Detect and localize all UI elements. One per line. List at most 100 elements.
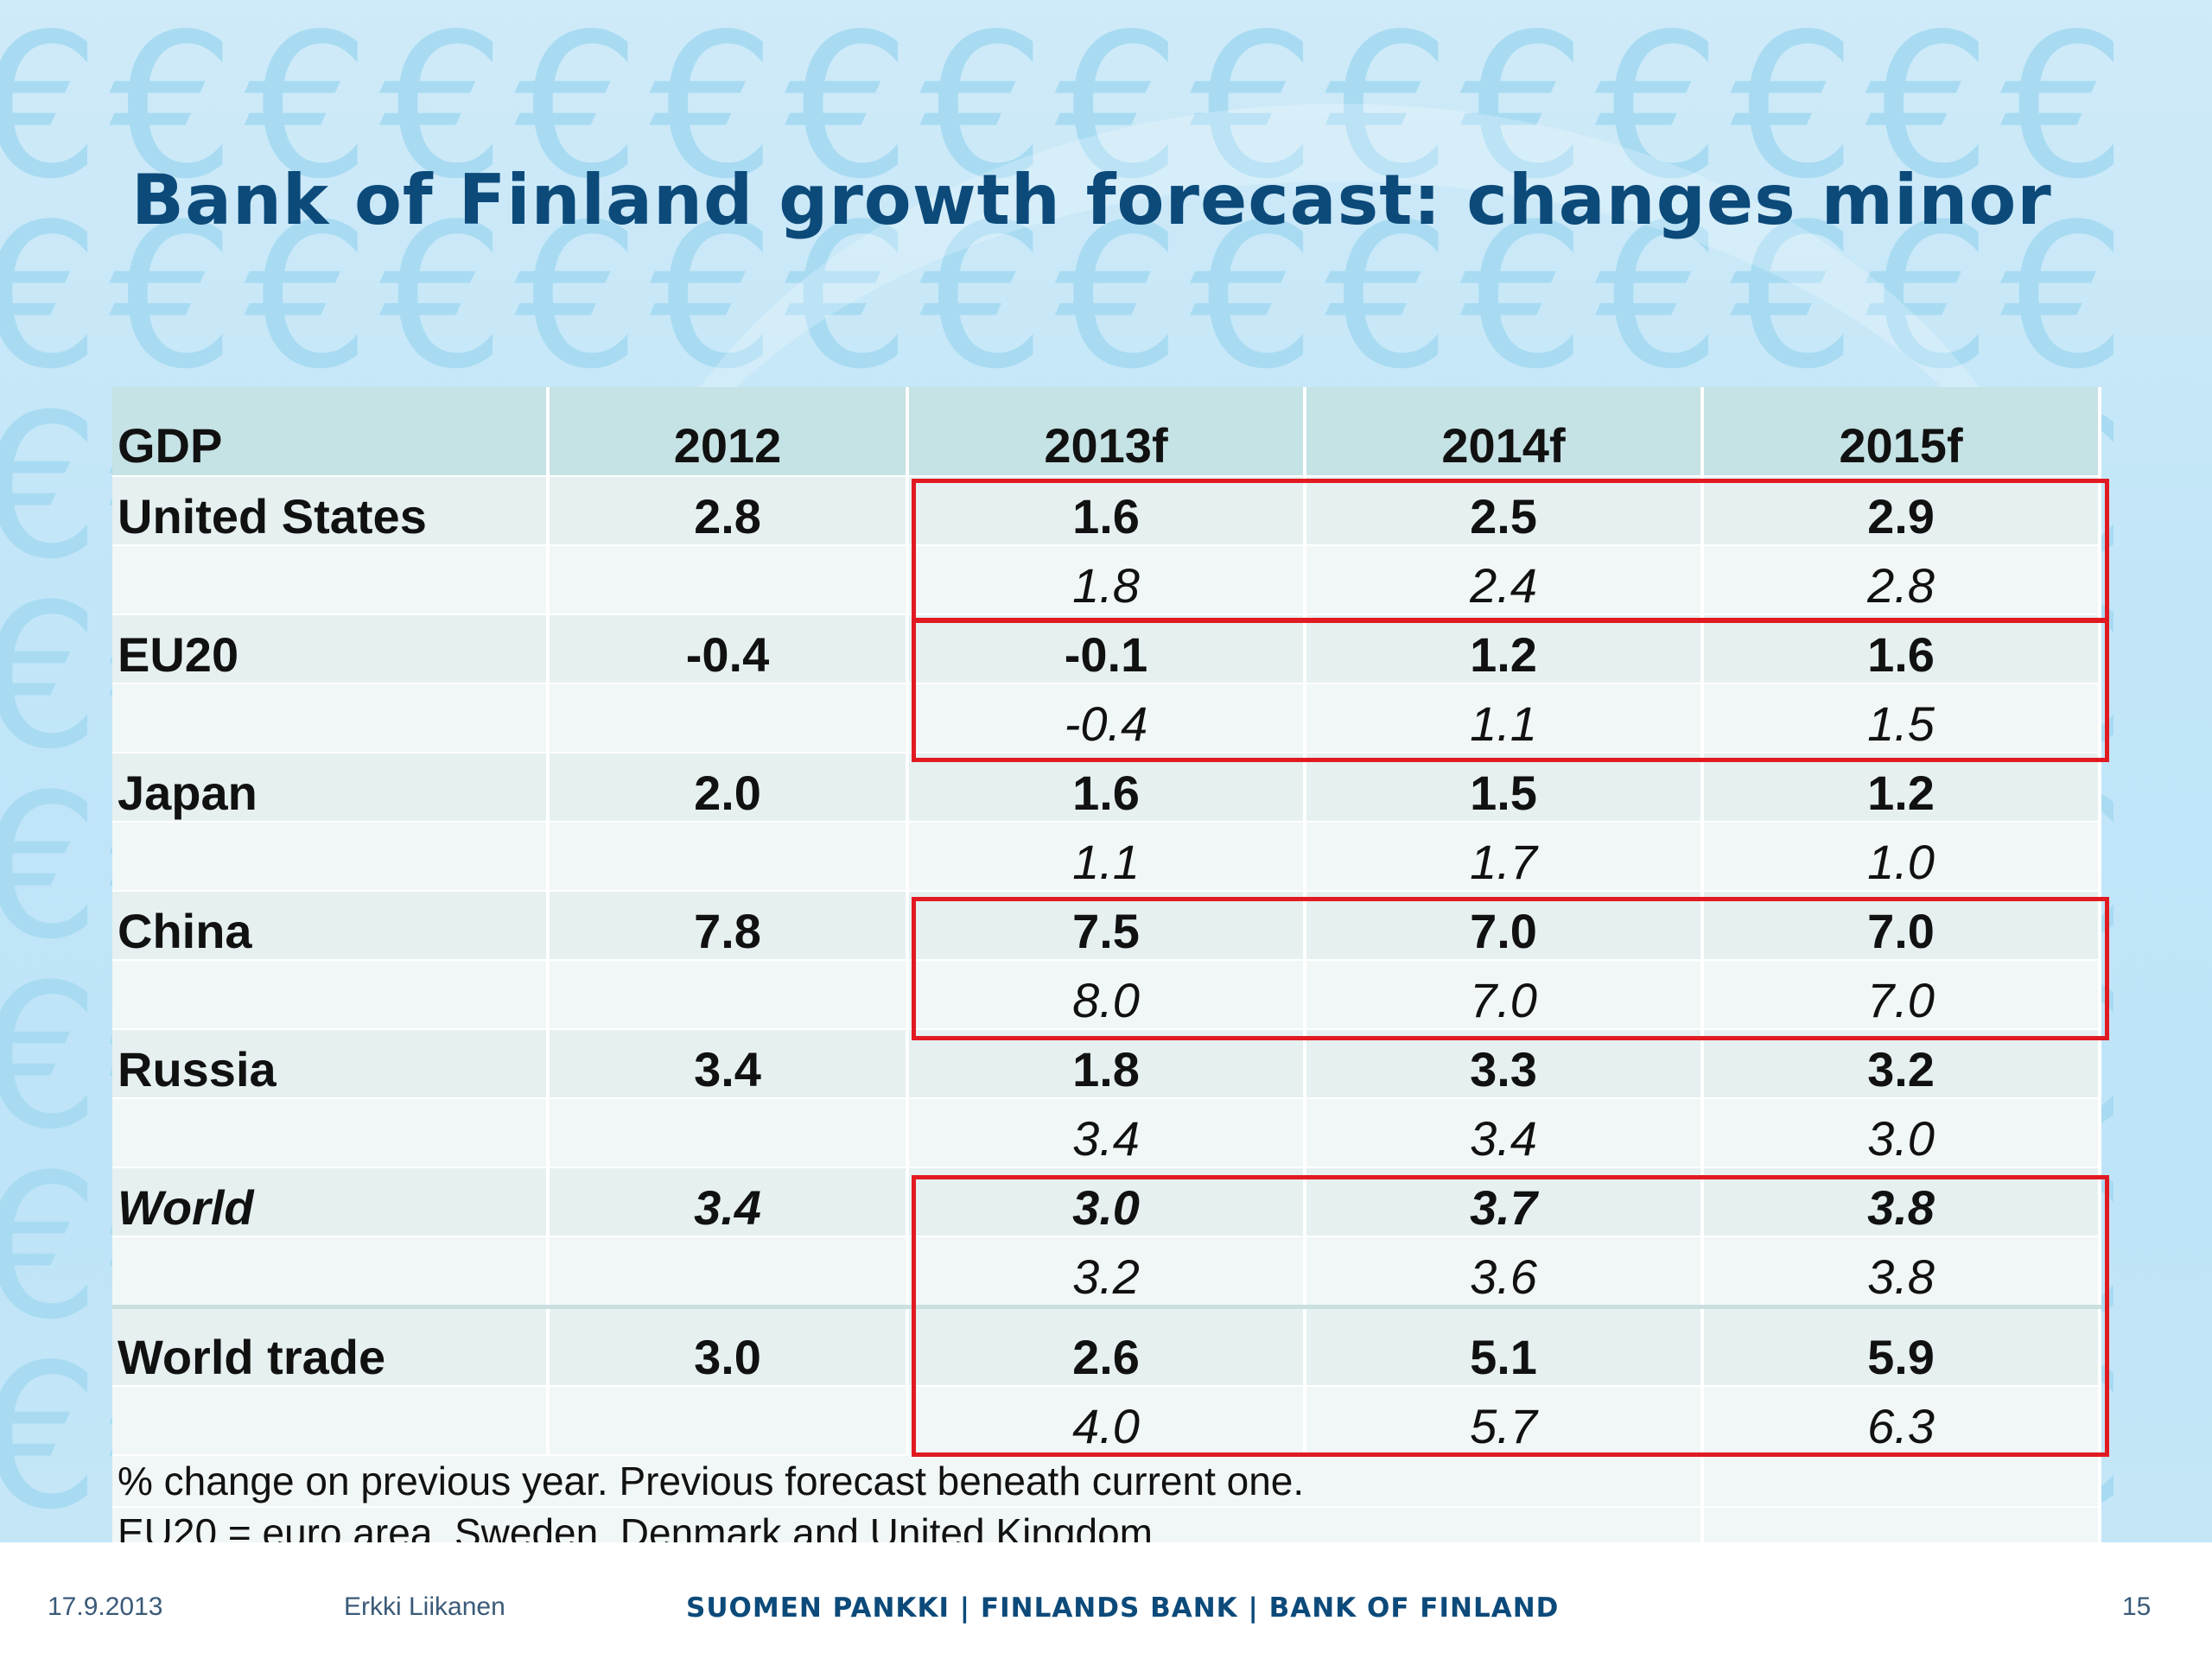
- table-header-row: GDP 2012 2013f 2014f 2015f: [112, 387, 2101, 477]
- current-2014f: 5.1: [1305, 1306, 1704, 1387]
- table-row: World trade 3.0 2.6 5.1 5.9: [112, 1306, 2101, 1387]
- value-2012: 2.0: [548, 753, 909, 823]
- table-row: 3.4 3.4 3.0: [112, 1098, 2101, 1168]
- value-2012: -0.4: [548, 614, 909, 684]
- table-row: China 7.8 7.5 7.0 7.0: [112, 891, 2101, 961]
- empty-cell: [112, 822, 550, 892]
- empty-cell: [1702, 1455, 2101, 1508]
- previous-2013f: 4.0: [907, 1386, 1306, 1456]
- header-2015f: 2015f: [1702, 387, 2101, 477]
- current-2013f: 3.0: [907, 1167, 1306, 1237]
- value-2012: 7.8: [548, 891, 909, 961]
- header-2013f: 2013f: [907, 387, 1306, 477]
- current-2014f: 1.2: [1305, 614, 1704, 684]
- row-label: United States: [112, 476, 550, 546]
- table-row: 8.0 7.0 7.0: [112, 960, 2101, 1030]
- value-2012: 3.0: [548, 1306, 909, 1387]
- empty-cell: [548, 822, 909, 892]
- empty-cell: [112, 545, 550, 615]
- table-note-1: % change on previous year. Previous fore…: [112, 1455, 1704, 1508]
- table-row: -0.4 1.1 1.5: [112, 683, 2101, 753]
- current-2014f: 7.0: [1305, 891, 1704, 961]
- current-2015f: 3.2: [1702, 1029, 2101, 1099]
- empty-cell: [112, 1386, 550, 1456]
- current-2013f: 7.5: [907, 891, 1306, 961]
- previous-2013f: 1.1: [907, 822, 1306, 892]
- empty-cell: [548, 1098, 909, 1168]
- previous-2013f: 3.4: [907, 1098, 1306, 1168]
- table-row: World 3.4 3.0 3.7 3.8: [112, 1167, 2101, 1237]
- table-row: 4.0 5.7 6.3: [112, 1386, 2101, 1456]
- value-2012: 2.8: [548, 476, 909, 546]
- header-2012: 2012: [548, 387, 909, 477]
- previous-2015f: 1.0: [1702, 822, 2101, 892]
- table-row: EU20 -0.4 -0.1 1.2 1.6: [112, 614, 2101, 684]
- previous-2015f: 3.8: [1702, 1236, 2101, 1309]
- footer-author: Erkki Liikanen: [344, 1592, 505, 1621]
- empty-cell: [548, 545, 909, 615]
- previous-2015f: 2.8: [1702, 545, 2101, 615]
- current-2014f: 1.5: [1305, 753, 1704, 823]
- page-number: 15: [2122, 1592, 2152, 1621]
- previous-2014f: 1.7: [1305, 822, 1704, 892]
- previous-2013f: 3.2: [907, 1236, 1306, 1309]
- current-2015f: 3.8: [1702, 1167, 2101, 1237]
- current-2015f: 5.9: [1702, 1306, 2101, 1387]
- empty-cell: [548, 1236, 909, 1309]
- table-note-row: % change on previous year. Previous fore…: [112, 1455, 2101, 1508]
- previous-2015f: 3.0: [1702, 1098, 2101, 1168]
- value-2012: 3.4: [548, 1167, 909, 1237]
- row-label: World: [112, 1167, 550, 1237]
- footer-date: 17.9.2013: [48, 1592, 163, 1621]
- table-row: United States 2.8 1.6 2.5 2.9: [112, 476, 2101, 546]
- current-2015f: 1.6: [1702, 614, 2101, 684]
- previous-2014f: 5.7: [1305, 1386, 1704, 1456]
- gdp-forecast-table: GDP 2012 2013f 2014f 2015f United States…: [112, 387, 2101, 1560]
- slide-footer: 17.9.2013 Erkki Liikanen SUOMEN PANKKI |…: [0, 1542, 2212, 1659]
- previous-2014f: 3.4: [1305, 1098, 1704, 1168]
- table-row: 3.2 3.6 3.8: [112, 1236, 2101, 1309]
- previous-2014f: 7.0: [1305, 960, 1704, 1030]
- value-2012: 3.4: [548, 1029, 909, 1099]
- table-row: Russia 3.4 1.8 3.3 3.2: [112, 1029, 2101, 1099]
- empty-cell: [112, 683, 550, 753]
- previous-2015f: 6.3: [1702, 1386, 2101, 1456]
- current-2013f: 1.6: [907, 476, 1306, 546]
- row-label: EU20: [112, 614, 550, 684]
- row-label: Japan: [112, 753, 550, 823]
- table-row: 1.1 1.7 1.0: [112, 822, 2101, 892]
- current-2015f: 1.2: [1702, 753, 2101, 823]
- previous-2014f: 1.1: [1305, 683, 1704, 753]
- empty-cell: [548, 683, 909, 753]
- previous-2015f: 1.5: [1702, 683, 2101, 753]
- previous-2015f: 7.0: [1702, 960, 2101, 1030]
- empty-cell: [112, 1236, 550, 1309]
- previous-2014f: 3.6: [1305, 1236, 1704, 1309]
- current-2013f: 1.8: [907, 1029, 1306, 1099]
- row-label: World trade: [112, 1306, 550, 1387]
- empty-cell: [548, 960, 909, 1030]
- current-2015f: 2.9: [1702, 476, 2101, 546]
- previous-2013f: -0.4: [907, 683, 1306, 753]
- empty-cell: [112, 960, 550, 1030]
- current-2014f: 3.3: [1305, 1029, 1704, 1099]
- header-gdp: GDP: [112, 387, 550, 477]
- current-2014f: 2.5: [1305, 476, 1704, 546]
- current-2013f: -0.1: [907, 614, 1306, 684]
- current-2013f: 1.6: [907, 753, 1306, 823]
- current-2014f: 3.7: [1305, 1167, 1704, 1237]
- header-2014f: 2014f: [1305, 387, 1704, 477]
- row-label: Russia: [112, 1029, 550, 1099]
- table-row: 1.8 2.4 2.8: [112, 545, 2101, 615]
- empty-cell: [548, 1386, 909, 1456]
- current-2013f: 2.6: [907, 1306, 1306, 1387]
- previous-2013f: 1.8: [907, 545, 1306, 615]
- previous-2013f: 8.0: [907, 960, 1306, 1030]
- footer-bank-name: SUOMEN PANKKI | FINLANDS BANK | BANK OF …: [686, 1592, 1560, 1624]
- slide-title: Bank of Finland growth forecast: changes…: [131, 160, 2052, 240]
- empty-cell: [112, 1098, 550, 1168]
- previous-2014f: 2.4: [1305, 545, 1704, 615]
- row-label: China: [112, 891, 550, 961]
- table-row: Japan 2.0 1.6 1.5 1.2: [112, 753, 2101, 823]
- current-2015f: 7.0: [1702, 891, 2101, 961]
